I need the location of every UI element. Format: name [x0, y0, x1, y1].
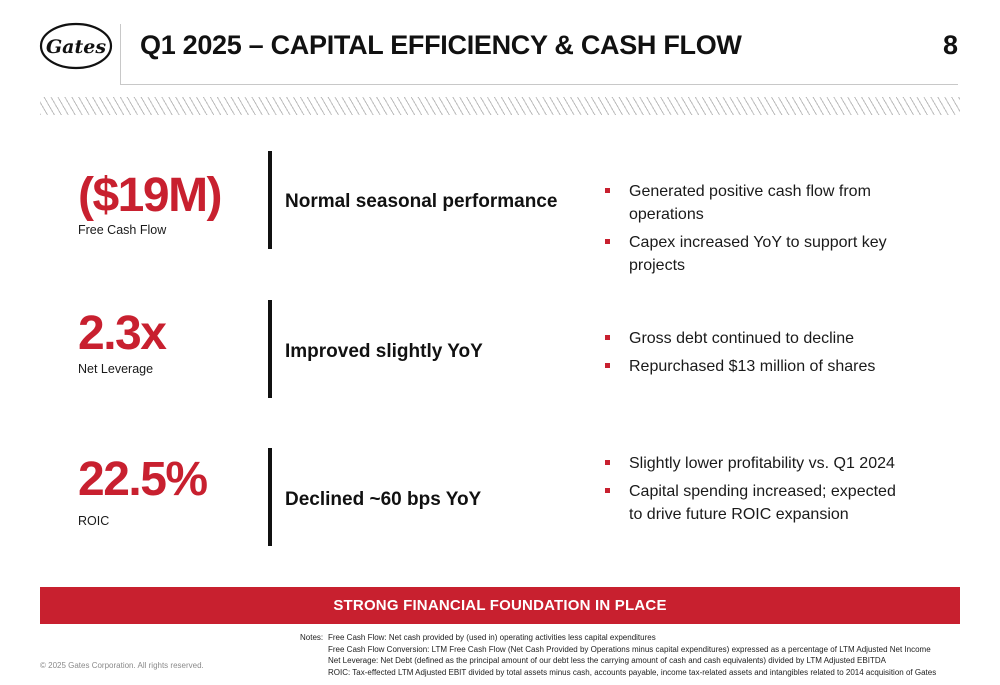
metric-value-roic: 22.5%: [78, 453, 208, 506]
metric-value-net-leverage: 2.3x: [78, 307, 167, 360]
metric-summary-roic: Declined ~60 bps YoY: [285, 489, 482, 510]
footnote: Net Leverage: Net Debt (defined as the p…: [328, 656, 886, 665]
bullet-square-icon: [605, 488, 610, 493]
bullet-square-icon: [605, 460, 610, 465]
svg-text:Gates: Gates: [46, 36, 106, 58]
list-item: Repurchased $13 million of shares: [605, 355, 945, 378]
footnote: Free Cash Flow: Net cash provided by (us…: [328, 633, 656, 642]
list-item: Generated positive cash flow from operat…: [605, 180, 945, 226]
metric-divider: [268, 448, 272, 546]
list-item: Capital spending increased; expected to …: [605, 480, 905, 526]
header-divider: [120, 24, 121, 84]
list-item: Gross debt continued to decline: [605, 327, 945, 350]
bullet-list-roic: Slightly lower profitability vs. Q1 2024…: [605, 452, 905, 531]
metric-summary-net-leverage: Improved slightly YoY: [285, 341, 483, 362]
page-number: 8: [942, 30, 958, 60]
bullet-square-icon: [605, 363, 610, 368]
bullet-list-free-cash-flow: Generated positive cash flow from operat…: [605, 180, 945, 282]
metric-label-net-leverage: Net Leverage: [78, 362, 154, 376]
footnotes: Notes: Free Cash Flow: Net cash provided…: [300, 632, 936, 678]
bullet-list-net-leverage: Gross debt continued to decline Repurcha…: [605, 327, 945, 383]
list-item: Capex increased YoY to support key proje…: [605, 231, 945, 277]
bullet-square-icon: [605, 239, 610, 244]
summary-banner: STRONG FINANCIAL FOUNDATION IN PLACE: [40, 587, 960, 624]
metric-label-free-cash-flow: Free Cash Flow: [78, 223, 167, 237]
metric-label-roic: ROIC: [78, 514, 110, 528]
metric-divider: [268, 300, 272, 398]
header-rule: [120, 84, 958, 85]
gates-logo: Gates: [39, 22, 113, 70]
metric-divider: [268, 151, 272, 249]
metric-value-free-cash-flow: ($19M): [78, 169, 223, 222]
bullet-square-icon: [605, 188, 610, 193]
footnote: Free Cash Flow Conversion: LTM Free Cash…: [328, 644, 931, 654]
list-item: Slightly lower profitability vs. Q1 2024: [605, 452, 905, 475]
hatch-divider: [40, 97, 960, 115]
notes-label: Notes:: [300, 633, 324, 642]
footnote: ROIC: Tax-effected LTM Adjusted EBIT div…: [328, 667, 937, 677]
copyright: © 2025 Gates Corporation. All rights res…: [40, 661, 204, 670]
metric-summary-free-cash-flow: Normal seasonal performance: [285, 191, 558, 212]
bullet-square-icon: [605, 335, 610, 340]
page-title: Q1 2025 – CAPITAL EFFICIENCY & CASH FLOW: [140, 30, 742, 60]
